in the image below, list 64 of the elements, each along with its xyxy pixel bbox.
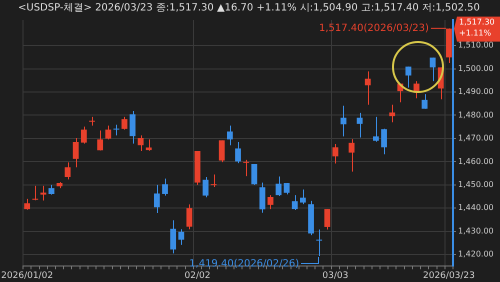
candlestick: [210, 174, 217, 188]
candlestick: [162, 178, 168, 196]
candlestick: [235, 141, 241, 164]
y-tick-label: 1,450.00: [458, 180, 494, 189]
y-tick-label: 1,510.00: [458, 40, 494, 50]
candlestick: [40, 185, 46, 201]
candlestick: [122, 116, 128, 130]
candlestick: [170, 220, 176, 254]
candlestick: [389, 104, 396, 123]
candlestick: [332, 144, 338, 164]
x-tick-label: 2026/01/02: [1, 270, 54, 281]
candlestick: [146, 138, 152, 152]
candlestick: [292, 194, 298, 210]
candlestick: [348, 138, 355, 172]
candlestick: [130, 110, 136, 144]
candlestick: [226, 125, 233, 146]
candlestick: [178, 228, 184, 246]
candlestick: [356, 112, 363, 138]
candlestick: [430, 57, 436, 82]
y-tick-label: 1,500.00: [458, 64, 494, 73]
candlestick: [268, 194, 274, 210]
candlestick: [202, 176, 208, 198]
candlestick: [105, 125, 112, 140]
y-tick-label: 1,430.00: [458, 226, 494, 236]
y-tick-label: 1,440.00: [458, 203, 494, 212]
candlestick: [316, 229, 322, 256]
chart-title: <USDSP-체결> 2026/03/23 종:1,517.30 ▲16.70 +1.11% 시:1,504.90 고:1,517.40 저:1,502.50: [18, 2, 480, 14]
candlestick: [186, 204, 192, 230]
candlestick: [113, 124, 120, 136]
candlestick: [32, 185, 38, 201]
y-tick-label: 1,480.00: [458, 110, 494, 120]
annotation: 1,517.40(2026/03/23): [318, 22, 430, 34]
annotation: 1,419.40(2026/02/26): [189, 258, 300, 270]
candlestick: [243, 159, 250, 177]
candlestick: [251, 164, 258, 186]
candlestick: [324, 208, 330, 230]
candlestick: [24, 198, 30, 210]
candlestick: [154, 184, 160, 214]
text: +1.11%: [459, 28, 492, 38]
candlestick: [218, 140, 225, 163]
candlestick: [48, 184, 54, 196]
candlestick: [138, 134, 144, 152]
candlestick: [276, 176, 282, 197]
y-tick-label: 1,490.00: [458, 87, 494, 96]
candlestick: [373, 116, 379, 142]
y-tick-label: 1,460.00: [458, 156, 494, 166]
y-tick-label: 1,420.00: [458, 250, 494, 259]
candlestick: [300, 189, 306, 205]
candlestick: [97, 130, 104, 152]
candlestick: [364, 70, 371, 106]
candlestick: [340, 105, 346, 137]
candlestick: [405, 66, 412, 88]
candlestick: [284, 182, 290, 195]
y-tick-label: 1,470.00: [458, 134, 494, 143]
x-tick-label: 02/02: [184, 270, 210, 281]
candlestick: [72, 137, 79, 168]
text: 1,517.30: [459, 18, 495, 27]
x-tick-label: 2026/03/23: [423, 270, 475, 281]
candlestick: [381, 128, 387, 155]
candlestick: [64, 162, 71, 180]
candlestick: [80, 126, 87, 144]
candlestick: [259, 182, 266, 214]
candlestick: [422, 94, 428, 110]
x-tick-label: 03/03: [322, 270, 348, 281]
